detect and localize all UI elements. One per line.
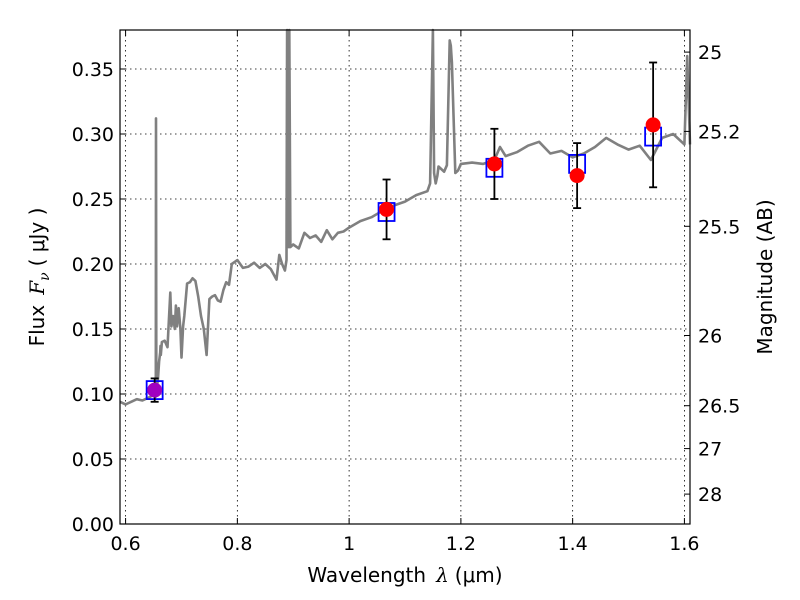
y-tick-label: 0.30 xyxy=(72,124,114,146)
magnitude-tick-label: 27 xyxy=(698,439,722,461)
magnitude-tick-label: 25.5 xyxy=(698,216,740,238)
x-tick-labels: 0.6 0.8 1 1.2 1.4 1.6 xyxy=(110,533,699,555)
observed-point xyxy=(147,382,163,398)
y-tick-label: 0.25 xyxy=(72,189,114,211)
y-tick-label: 0.20 xyxy=(72,254,114,276)
photometry-layer xyxy=(145,61,663,403)
y-tick-label: 0.15 xyxy=(72,319,114,341)
observed-point xyxy=(486,156,502,172)
y-tick-label: 0.10 xyxy=(72,384,114,406)
magnitude-tick-label: 28 xyxy=(698,484,722,506)
x-axis-title: Wavelength λ (μm) xyxy=(307,563,502,587)
observed-point xyxy=(569,168,585,184)
magnitude-tick-label: 26.5 xyxy=(698,396,740,418)
observed-point xyxy=(379,201,395,217)
y2-axis-title: Magnitude (AB) xyxy=(753,199,777,354)
y-tick-label: 0.05 xyxy=(72,449,114,471)
x-tick-label: 1.4 xyxy=(558,533,588,555)
observed-point xyxy=(645,117,661,133)
x-tick-label: 1.6 xyxy=(669,533,699,555)
plot-frame xyxy=(119,29,691,525)
y-tick-labels: 0.00 0.05 0.10 0.15 0.20 0.25 0.30 0.35 xyxy=(72,59,114,536)
magnitude-tick-label: 26 xyxy=(698,326,722,348)
y-axis-title: FluxFν( μJy ) xyxy=(25,208,53,347)
tick-marks xyxy=(120,30,690,525)
magnitude-tick-label: 25.2 xyxy=(698,121,740,143)
magnitude-tick-label: 25 xyxy=(698,42,722,64)
y-tick-label: 0.00 xyxy=(72,514,114,536)
x-tick-label: 1 xyxy=(343,533,355,555)
x-tick-label: 0.8 xyxy=(222,533,252,555)
y-tick-label: 0.35 xyxy=(72,59,114,81)
magnitude-tick-labels: 25 25.2 25.5 26 26.5 27 28 xyxy=(698,42,740,506)
x-tick-label: 1.2 xyxy=(446,533,476,555)
x-tick-label: 0.6 xyxy=(110,533,140,555)
